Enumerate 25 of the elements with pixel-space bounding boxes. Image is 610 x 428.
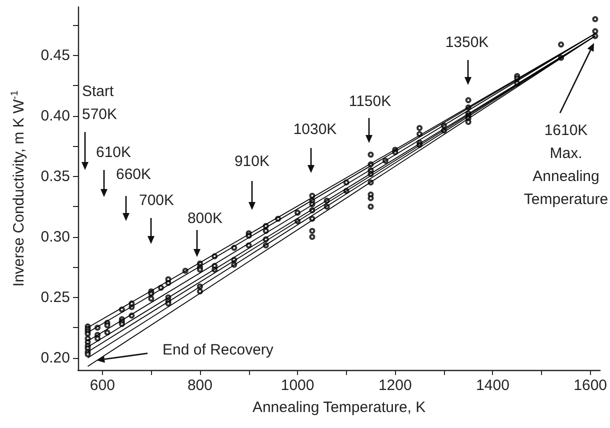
y-tick-label: 0.20 [40, 349, 70, 366]
annotation: 610K [96, 144, 132, 161]
x-tick-label: 1600 [574, 377, 608, 394]
annotation: 1610K Max. Annealing Temperature [524, 122, 608, 208]
annotation: 910K [234, 152, 270, 170]
y-tick-label: 0.30 [40, 228, 70, 246]
annotation: 1350K [445, 34, 489, 51]
annotation: 800K [187, 210, 223, 227]
y-tick-label: 0.40 [40, 107, 70, 124]
y-tick-label: 0.35 [40, 168, 70, 185]
x-tick-label: 1000 [280, 377, 314, 394]
annotation: 700K [139, 192, 174, 209]
x-tick-label: 600 [90, 377, 115, 394]
annotation: 660K [116, 166, 152, 183]
annotation: 1030K [293, 120, 337, 138]
annotation: 1150K [348, 92, 392, 110]
annotation: Start 570K [82, 82, 118, 123]
x-axis-title: Annealing Temperature, K [252, 399, 426, 416]
x-tick-label: 1400 [476, 377, 510, 394]
y-tick-label: 0.45 [40, 46, 70, 64]
x-tick-label: 800 [187, 377, 212, 394]
y-tick-label: 0.25 [40, 288, 70, 306]
annotation: End of Recovery [162, 341, 274, 358]
y-axis-title: Inverse Conductivity, m K W-1 [10, 90, 28, 287]
x-tick-label: 1200 [378, 377, 412, 394]
